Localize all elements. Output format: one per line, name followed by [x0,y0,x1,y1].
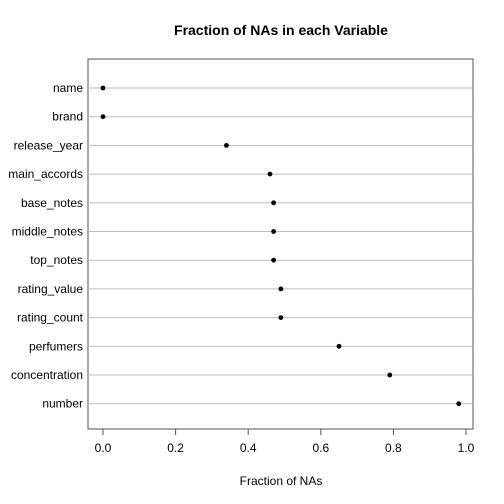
x-axis: 0.0 0.2 0.4 0.6 0.8 1.0 [95,428,475,455]
data-point [456,401,462,407]
data-point [100,114,106,120]
x-tick-label: 0.6 [312,441,329,455]
category-label: rating_count [17,311,84,325]
data-point [387,372,393,378]
data-point [271,257,277,263]
data-point [278,315,284,320]
category-label: perfumers [29,339,83,353]
data-point [267,171,273,177]
x-tick-label: 0.8 [385,441,402,455]
category-label: concentration [11,368,83,382]
x-tick-label: 1.0 [458,441,475,455]
x-tick-label: 0.0 [95,441,112,455]
grid-lines [88,87,473,405]
category-label: brand [52,110,83,124]
data-point [224,143,229,148]
category-label: base_notes [21,196,83,210]
x-tick-label: 0.4 [240,441,257,455]
category-labels: name brand release_year main_accords base_no… [8,81,83,411]
category-label: top_notes [30,253,83,267]
data-point [271,200,277,206]
data-points [100,85,462,407]
chart-title: Fraction of NAs in each Variable [174,22,388,38]
data-point [336,343,342,349]
data-point [100,85,106,91]
x-tick-label: 0.2 [167,441,184,455]
category-label: main_accords [8,167,83,181]
x-axis-title: Fraction of NAs [240,474,323,488]
category-label: release_year [14,138,83,152]
category-label: number [42,397,83,411]
category-label: name [53,81,83,95]
category-label: middle_notes [12,225,83,239]
plot-frame [87,58,474,430]
data-point [278,286,284,292]
data-point [271,229,277,234]
category-label: rating_value [18,282,84,296]
